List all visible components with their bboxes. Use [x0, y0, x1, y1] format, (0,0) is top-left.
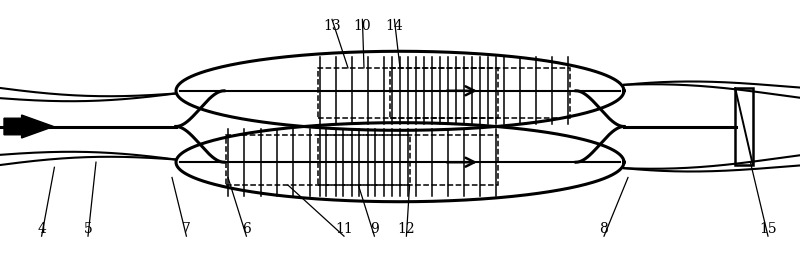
Text: 6: 6 — [242, 222, 250, 235]
Text: 9: 9 — [370, 222, 378, 235]
Text: 4: 4 — [37, 222, 46, 235]
Bar — [318, 69, 498, 118]
Text: 14: 14 — [386, 19, 403, 32]
Text: 7: 7 — [182, 222, 191, 235]
Text: 8: 8 — [600, 222, 608, 235]
Text: 10: 10 — [354, 19, 371, 32]
Text: 12: 12 — [398, 222, 415, 235]
Bar — [318, 136, 498, 185]
Text: 11: 11 — [335, 222, 353, 235]
Bar — [735, 89, 753, 165]
Bar — [226, 136, 410, 185]
Text: 13: 13 — [323, 19, 341, 32]
Bar — [390, 69, 570, 118]
FancyArrow shape — [4, 116, 54, 138]
Text: 15: 15 — [759, 222, 777, 235]
Text: 5: 5 — [84, 222, 92, 235]
